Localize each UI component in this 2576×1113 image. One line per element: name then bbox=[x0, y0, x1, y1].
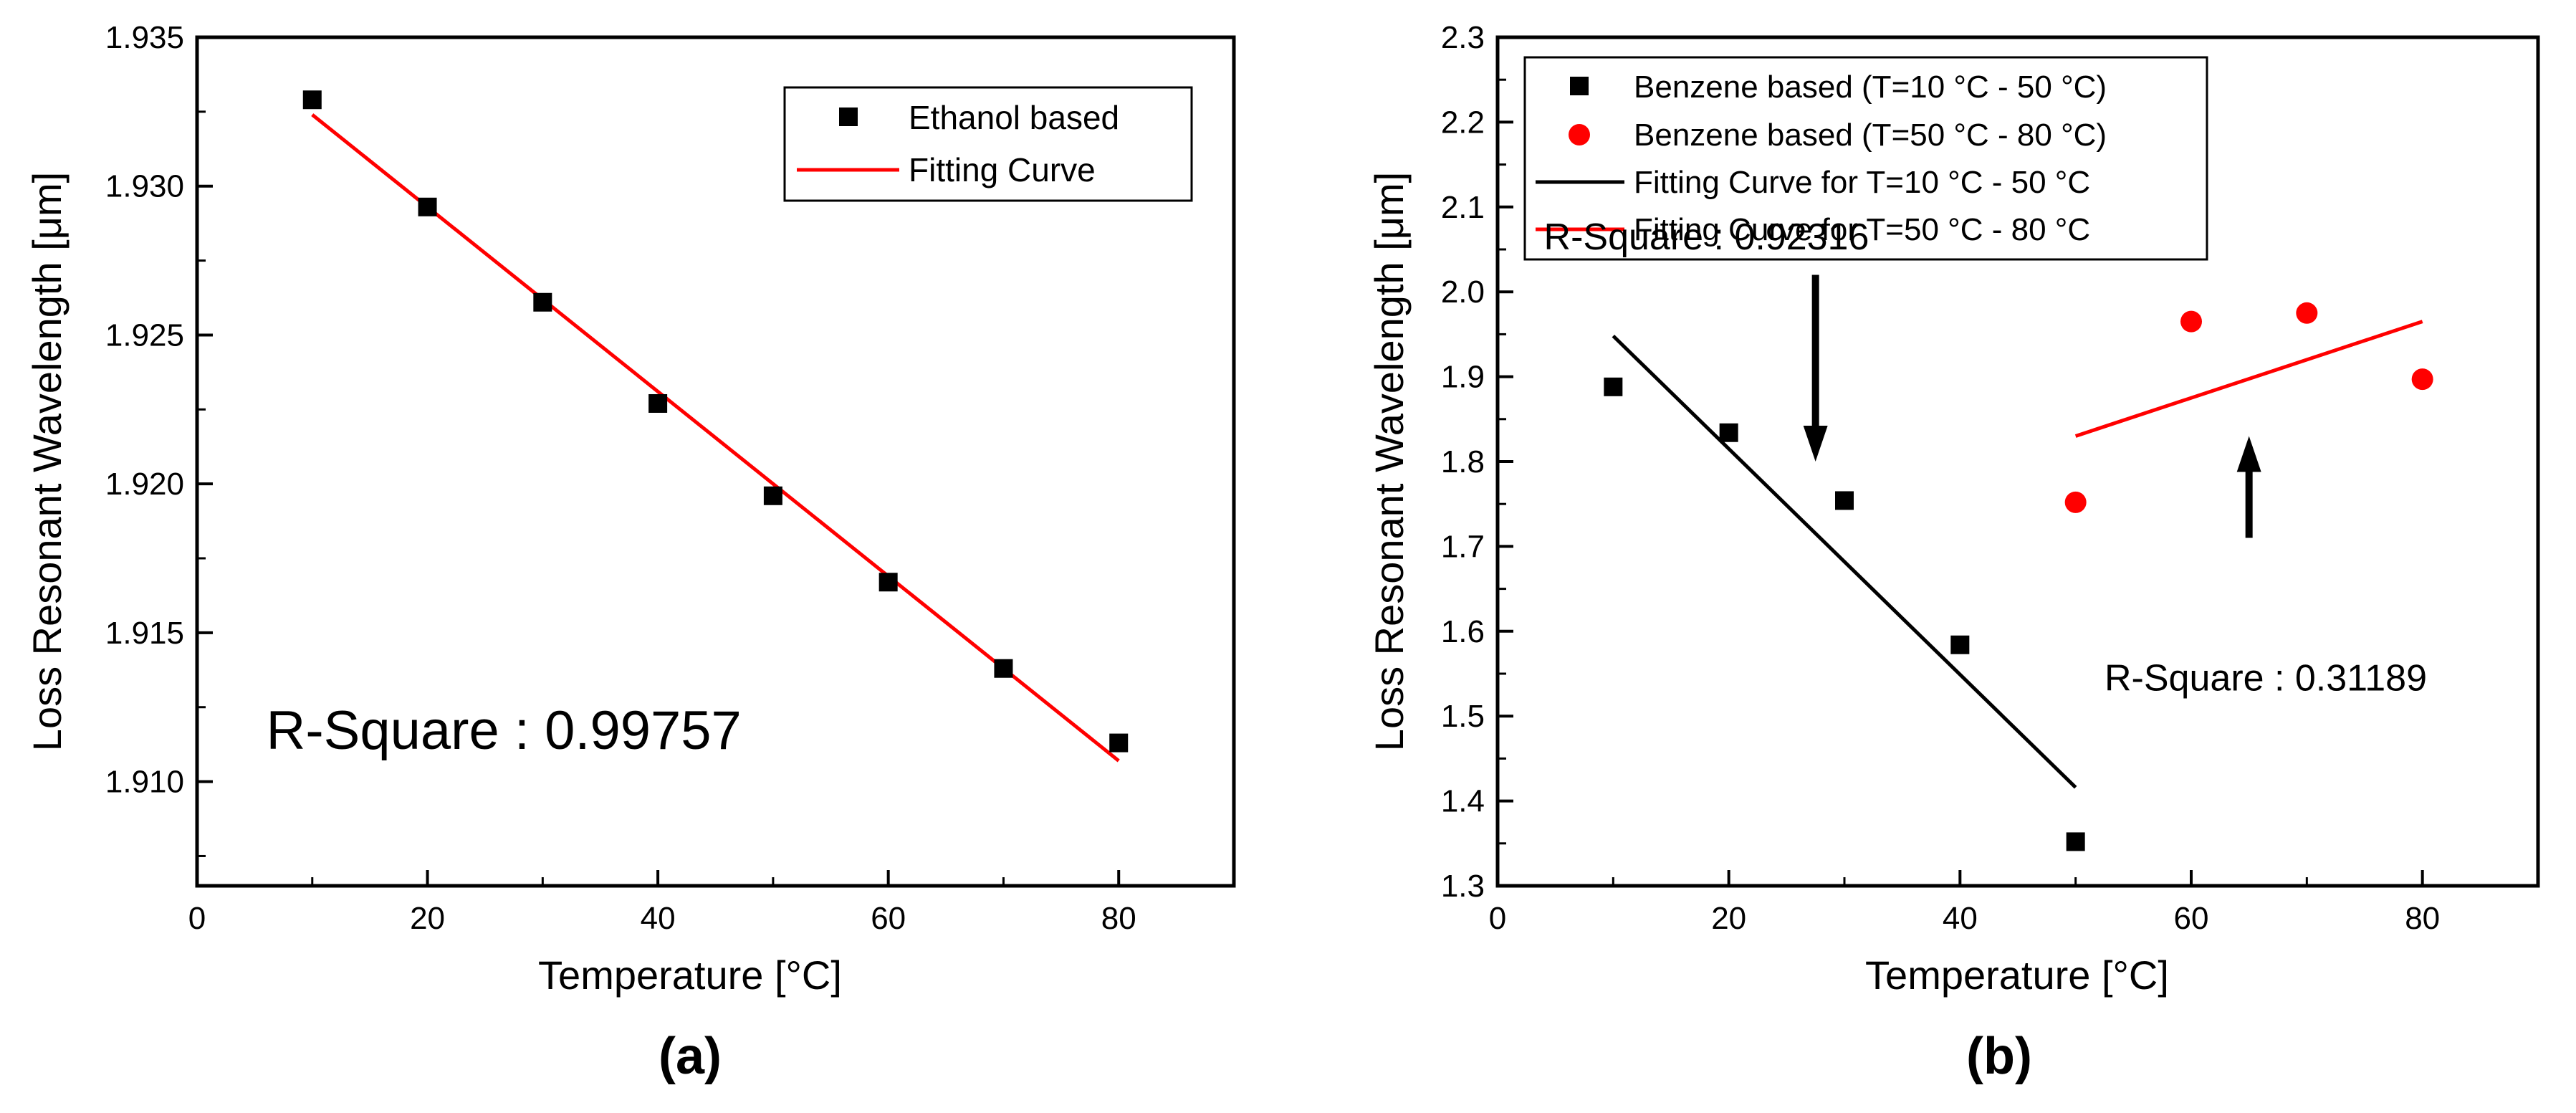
panel-a-x-tick-label: 0 bbox=[188, 901, 206, 936]
panel-a: 0 20 40 60 80 1.910 1.915 1.920 1.925 1.930 1.935… bbox=[24, 20, 1236, 1085]
panel-a-data-point bbox=[418, 197, 437, 216]
panel-b-data-point bbox=[2296, 302, 2318, 324]
panel-b-x-tick-label: 40 bbox=[1943, 901, 1978, 936]
panel-a-x-tick-label: 80 bbox=[1101, 901, 1136, 936]
panel-b-arrows bbox=[1803, 274, 2261, 538]
panel-a-data-point bbox=[763, 486, 782, 505]
panel-b-data-point bbox=[1604, 377, 1623, 396]
panel-b-legend-label-benzene-high: Benzene based (T=50 °C - 80 °C) bbox=[1634, 118, 2107, 153]
panel-b-legend-marker-benzene-low bbox=[1570, 77, 1589, 95]
panel-a-y-tick-label: 1.935 bbox=[105, 20, 184, 55]
panel-a-y-tick-label: 1.925 bbox=[105, 317, 184, 353]
panel-b-y-tick-label: 1.6 bbox=[1441, 614, 1485, 649]
panel-b: 0 20 40 60 80 1.3 1.4 1.5 1.6 1.7 1.8 1.9 2.0 2.1 2.2… bbox=[1366, 20, 2540, 1085]
panel-a-x-tick-label: 20 bbox=[410, 901, 445, 936]
panel-b-legend-label-fit-high: Fitting Curve for T=50 °C - 80 °C bbox=[1634, 212, 2090, 247]
panel-b-legend-label-benzene-low: Benzene based (T=10 °C - 50 °C) bbox=[1634, 70, 2107, 105]
panel-b-data-point bbox=[2180, 310, 2202, 333]
panel-a-data-point bbox=[302, 90, 322, 110]
panel-b-x-tick-label: 60 bbox=[2174, 901, 2209, 936]
panel-b-x-axis-title: Temperature [°C] bbox=[1865, 952, 2169, 998]
panel-a-data-point bbox=[648, 393, 668, 413]
panel-b-x-ticks: 0 20 40 60 80 bbox=[1489, 870, 2440, 936]
panel-b-annotation-rsquare-high: R-Square : 0.31189 bbox=[2105, 658, 2427, 699]
panel-a-y-tick-label: 1.910 bbox=[105, 765, 184, 800]
panel-a-markers bbox=[302, 90, 1129, 753]
panel-a-x-axis-title: Temperature [°C] bbox=[538, 952, 842, 998]
panel-b-y-tick-label: 2.1 bbox=[1441, 190, 1485, 225]
panel-b-data-point bbox=[2411, 368, 2433, 391]
panel-a-legend-box bbox=[783, 86, 1193, 202]
panel-a-x-ticks: 0 20 40 60 80 bbox=[188, 870, 1136, 936]
panel-b-x-tick-label: 20 bbox=[1711, 901, 1746, 936]
panel-a-legend-label-fit: Fitting Curve bbox=[909, 151, 1096, 188]
panel-a-y-tick-label: 1.915 bbox=[105, 616, 184, 651]
panel-a-fit-lines bbox=[311, 113, 1120, 763]
panel-a-data-point bbox=[994, 659, 1013, 678]
panel-b-y-tick-label: 1.4 bbox=[1441, 784, 1485, 819]
panel-a-annotation-rsquare: R-Square : 0.99757 bbox=[266, 700, 741, 761]
panel-b-data-point bbox=[1719, 423, 1738, 442]
panel-a-y-axis-title: Loss Resonant Wavelength [μm] bbox=[24, 172, 70, 751]
panel-a-legend-marker-ethanol bbox=[839, 108, 858, 126]
panel-b-data-point bbox=[2066, 832, 2085, 851]
panel-b-fit-lines bbox=[1612, 320, 2423, 789]
panel-b-up-arrow-head bbox=[2236, 436, 2261, 472]
panel-b-annotation-rsquare-low: R-Square : 0.92316 bbox=[1544, 216, 1869, 258]
panel-a-y-tick-label: 1.930 bbox=[105, 169, 184, 204]
panel-b-y-tick-label: 1.5 bbox=[1441, 699, 1485, 734]
panel-b-y-axis-title: Loss Resonant Wavelength [μm] bbox=[1366, 172, 1412, 751]
panel-a-x-tick-label: 60 bbox=[871, 901, 906, 936]
panel-b-legend-marker-benzene-high bbox=[1569, 124, 1590, 145]
panel-a-data-point bbox=[1109, 733, 1129, 753]
panel-a-fit-line-1 bbox=[311, 113, 1120, 763]
panel-b-x-tick-label: 0 bbox=[1489, 901, 1506, 936]
panel-b-fit-line-2 bbox=[1612, 334, 2077, 789]
panel-a-legend-label-ethanol: Ethanol based bbox=[909, 99, 1119, 136]
panel-b-legend-label-fit-low: Fitting Curve for T=10 °C - 50 °C bbox=[1634, 165, 2090, 200]
panel-b-y-tick-label: 1.9 bbox=[1441, 360, 1485, 395]
panel-a-data-point bbox=[878, 573, 898, 592]
panel-b-y-tick-label: 2.0 bbox=[1441, 274, 1485, 310]
panel-b-data-point bbox=[2064, 491, 2087, 513]
panel-b-x-tick-label: 80 bbox=[2405, 901, 2440, 936]
panel-b-legend: Benzene based (T=10 °C - 50 °C) Benzene … bbox=[1523, 56, 2208, 261]
panel-a-plot-frame bbox=[195, 35, 1236, 888]
panel-a-data-point bbox=[533, 292, 552, 312]
panel-b-y-tick-label: 2.3 bbox=[1441, 20, 1485, 55]
panel-b-y-tick-label: 1.3 bbox=[1441, 869, 1485, 904]
panel-b-data-point bbox=[1950, 635, 1970, 654]
panel-b-y-tick-label: 2.2 bbox=[1441, 105, 1485, 140]
panel-b-down-arrow-head bbox=[1803, 426, 1828, 462]
panel-b-y-ticks: 1.3 1.4 1.5 1.6 1.7 1.8 1.9 2.0 2.1 2.2 2.3 bbox=[1441, 20, 1513, 904]
panel-a-legend: Ethanol based Fitting Curve bbox=[783, 86, 1193, 202]
panel-a-x-tick-label: 40 bbox=[641, 901, 676, 936]
panel-b-y-tick-label: 1.7 bbox=[1441, 529, 1485, 564]
panel-a-y-ticks: 1.910 1.915 1.920 1.925 1.930 1.935 bbox=[105, 20, 213, 857]
panel-b-data-point bbox=[1835, 491, 1854, 510]
panel-b-markers bbox=[1604, 302, 2433, 851]
panel-b-label: (b) bbox=[1966, 1028, 2032, 1085]
panel-b-fit-line-3 bbox=[2074, 320, 2423, 438]
panel-a-label: (a) bbox=[659, 1028, 722, 1085]
panel-b-legend-box bbox=[1523, 56, 2208, 261]
panel-b-y-tick-label: 1.8 bbox=[1441, 444, 1485, 479]
panel-a-y-tick-label: 1.920 bbox=[105, 467, 184, 502]
